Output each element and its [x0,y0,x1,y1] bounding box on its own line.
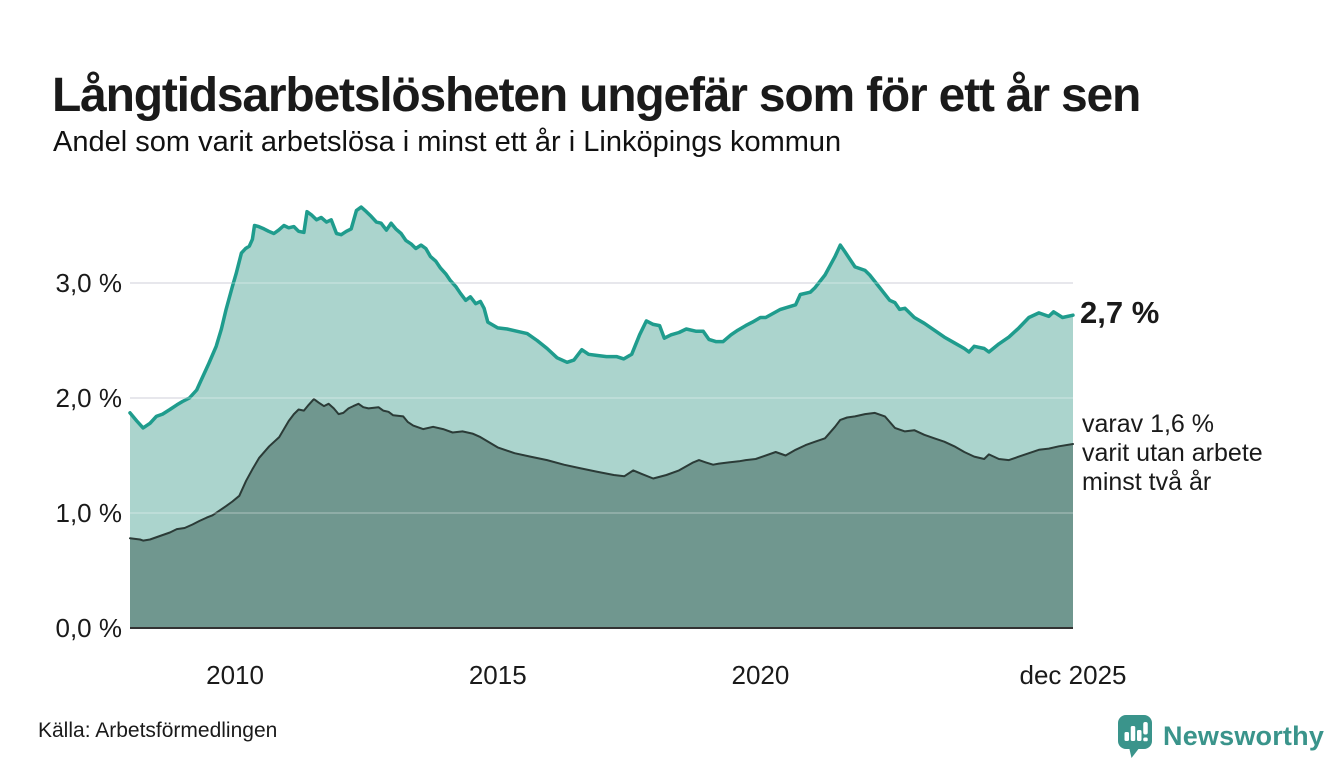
bar-chart-speech-bubble-icon [1118,715,1152,758]
y-axis-tick-label: 0,0 % [56,613,123,643]
newsworthy-logo: Newsworthy [1117,714,1324,764]
page-subtitle: Andel som varit arbetslösa i minst ett å… [53,126,842,158]
two-year-series-annotation: varav 1,6 % varit utan arbete minst två … [1082,410,1263,496]
x-axis-tick-label: 2010 [206,660,264,690]
newsworthy-logo-text: Newsworthy [1163,721,1325,751]
two-year-series-line [129,398,1074,542]
x-axis-tick-label: 2015 [469,660,527,690]
x-axis-tick-label: dec 2025 [1020,660,1127,690]
total-series-line [128,205,1075,430]
total-series-end-label: 2,7 % [1080,295,1160,330]
two-year-series-area [130,399,1073,628]
y-axis-tick-label: 1,0 % [56,498,123,528]
page-title: Långtidsarbetslösheten ungefär som för e… [52,69,1141,123]
x-axis-tick-label: 2020 [731,660,789,690]
y-axis-tick-label: 3,0 % [56,268,123,298]
y-axis-tick-label: 2,0 % [56,383,123,413]
source-note: Källa: Arbetsförmedlingen [38,719,278,742]
